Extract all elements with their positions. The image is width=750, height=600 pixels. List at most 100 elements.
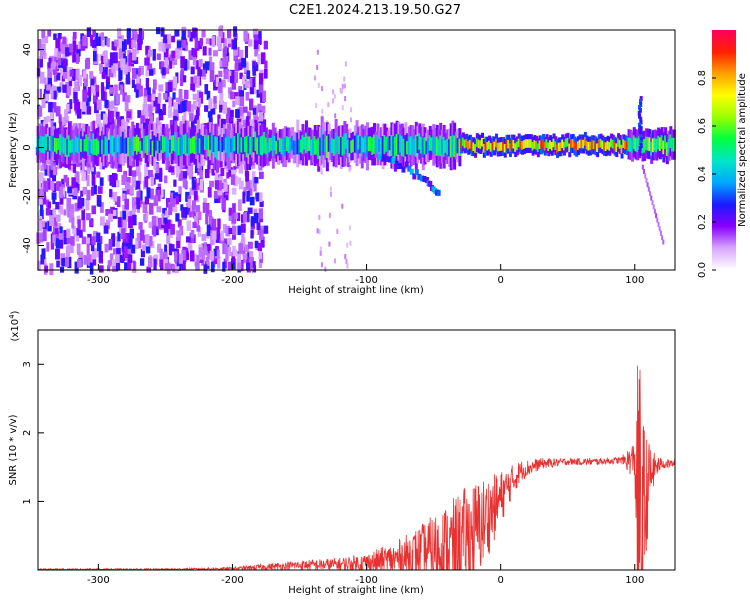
spectrogram-cell <box>76 171 80 184</box>
spectrogram-cell <box>374 138 378 151</box>
spectrogram-cell <box>75 160 81 167</box>
spectrogram-cell <box>68 160 74 172</box>
spectrogram-cell <box>135 237 139 249</box>
spectrogram-cell <box>176 230 181 241</box>
spectrogram-cell <box>74 99 79 110</box>
spectrogram-cell <box>67 135 71 157</box>
spectrogram-y-label: Frequency (Hz) <box>8 112 19 188</box>
spectrogram-cell <box>65 245 71 258</box>
spectrogram-cell <box>348 137 352 154</box>
spectrogram-cell <box>562 141 566 151</box>
spectrogram-cell <box>571 139 575 148</box>
spectrogram-cell <box>344 96 347 102</box>
spectrogram-cell <box>50 180 55 191</box>
spectrogram-cell <box>172 135 176 151</box>
spectrogram-cell <box>197 165 202 173</box>
spectrogram-cell <box>117 254 123 263</box>
spectrogram-cell <box>647 186 650 192</box>
spectrogram-cell <box>247 39 253 47</box>
spectrogram-cell <box>121 228 126 239</box>
spectrogram-cell <box>107 265 111 272</box>
spectrogram-cell <box>52 66 58 76</box>
spectrogram-cell <box>237 199 242 211</box>
spectrogram-cell <box>639 134 643 140</box>
spectrogram-cell <box>86 243 90 256</box>
spectrogram-cell <box>350 117 353 123</box>
spectrogram-cell <box>220 230 224 241</box>
spectrogram-cell <box>139 229 145 241</box>
spectrogram-cell <box>195 205 201 213</box>
spectrogram-cell <box>643 138 647 153</box>
spectrogram-cell <box>481 137 485 147</box>
spectrogram-cell <box>587 142 591 151</box>
spectrogram-cell <box>104 67 108 76</box>
spectrogram-cell <box>153 135 157 157</box>
spectrogram-cell <box>213 190 219 199</box>
snr-panel: -300 -200 -100 0 100 1 2 3 Height of straight … <box>8 310 676 596</box>
spectrogram-cell <box>38 138 42 151</box>
spectrogram-cell <box>209 70 215 82</box>
spectrogram-cell <box>153 96 158 107</box>
spectrogram-cell <box>145 45 149 56</box>
spectrogram-cell <box>174 29 180 37</box>
colorbar-ticks: 0.0 0.2 0.4 0.6 0.8 <box>697 70 716 278</box>
spectrogram-cell <box>177 137 181 156</box>
spectrogram-cell <box>72 52 76 63</box>
spectrogram-cell <box>86 174 90 187</box>
spectrogram-cell <box>399 134 403 153</box>
spectrogram-cell <box>92 94 97 102</box>
spectrogram-cell <box>192 180 196 190</box>
spectrogram-cell <box>341 136 345 156</box>
snr-scale-note: (x104) <box>8 310 21 341</box>
spectrogram-cell <box>49 215 55 227</box>
spectrogram-cell <box>258 251 263 259</box>
spectrogram-cell <box>204 105 209 112</box>
spectrogram-cell <box>212 135 216 153</box>
spectrogram-cell <box>141 109 146 117</box>
spectrogram-cell <box>132 136 136 156</box>
spectrogram-cell <box>446 138 450 155</box>
spectrogram-cell <box>36 88 41 100</box>
spectrogram-cell <box>439 135 443 157</box>
spectrogram-cell <box>257 242 263 252</box>
spectrogram-cell <box>205 213 209 225</box>
spectrogram-cell <box>158 41 163 52</box>
spectrogram-cell <box>211 168 216 176</box>
snr-y-ticks: 1 2 3 <box>22 361 44 505</box>
spectrogram-cell <box>92 133 96 155</box>
spectrogram-cell <box>519 140 523 150</box>
spectrogram-cell <box>257 227 261 235</box>
spectrogram-cell <box>107 139 111 154</box>
spectrogram-cell <box>94 84 100 92</box>
spectrogram-cell <box>72 40 77 53</box>
spectrogram-cell <box>76 183 80 191</box>
spectrogram-cell <box>590 140 594 149</box>
spectrogram-cell <box>135 134 139 155</box>
spectrogram-cell <box>213 50 218 57</box>
spectrogram-cell <box>112 259 117 267</box>
spectrogram-cell <box>306 136 310 152</box>
colorbar-tick-label: 0.4 <box>697 166 708 182</box>
spectrogram-cell <box>192 57 197 66</box>
spectrogram-cell <box>163 49 169 61</box>
spectrogram-cell <box>82 220 86 232</box>
spectrogram-cell <box>348 166 351 172</box>
spectrogram-cell <box>186 133 190 154</box>
spectrogram-cell <box>115 252 120 263</box>
spectrogram-cell <box>67 256 72 269</box>
spectrogram-cell <box>547 142 551 152</box>
spectrogram-cell <box>322 134 326 156</box>
spectrogram-cell <box>298 139 302 155</box>
spectrogram-cell <box>167 139 171 157</box>
spectrogram-cell <box>325 135 329 158</box>
spectrogram-cell <box>350 107 353 113</box>
spectrogram-cell <box>56 72 61 81</box>
spectrogram-cell <box>189 31 193 42</box>
spectrogram-cell <box>270 137 274 151</box>
spectrogram-cell <box>99 135 103 157</box>
spectrogram-cell <box>561 139 565 149</box>
spectrogram-cell <box>189 187 195 196</box>
spectrogram-cell <box>105 76 110 84</box>
spectrogram-cell <box>160 189 164 198</box>
spectrogram-cell <box>112 62 118 71</box>
